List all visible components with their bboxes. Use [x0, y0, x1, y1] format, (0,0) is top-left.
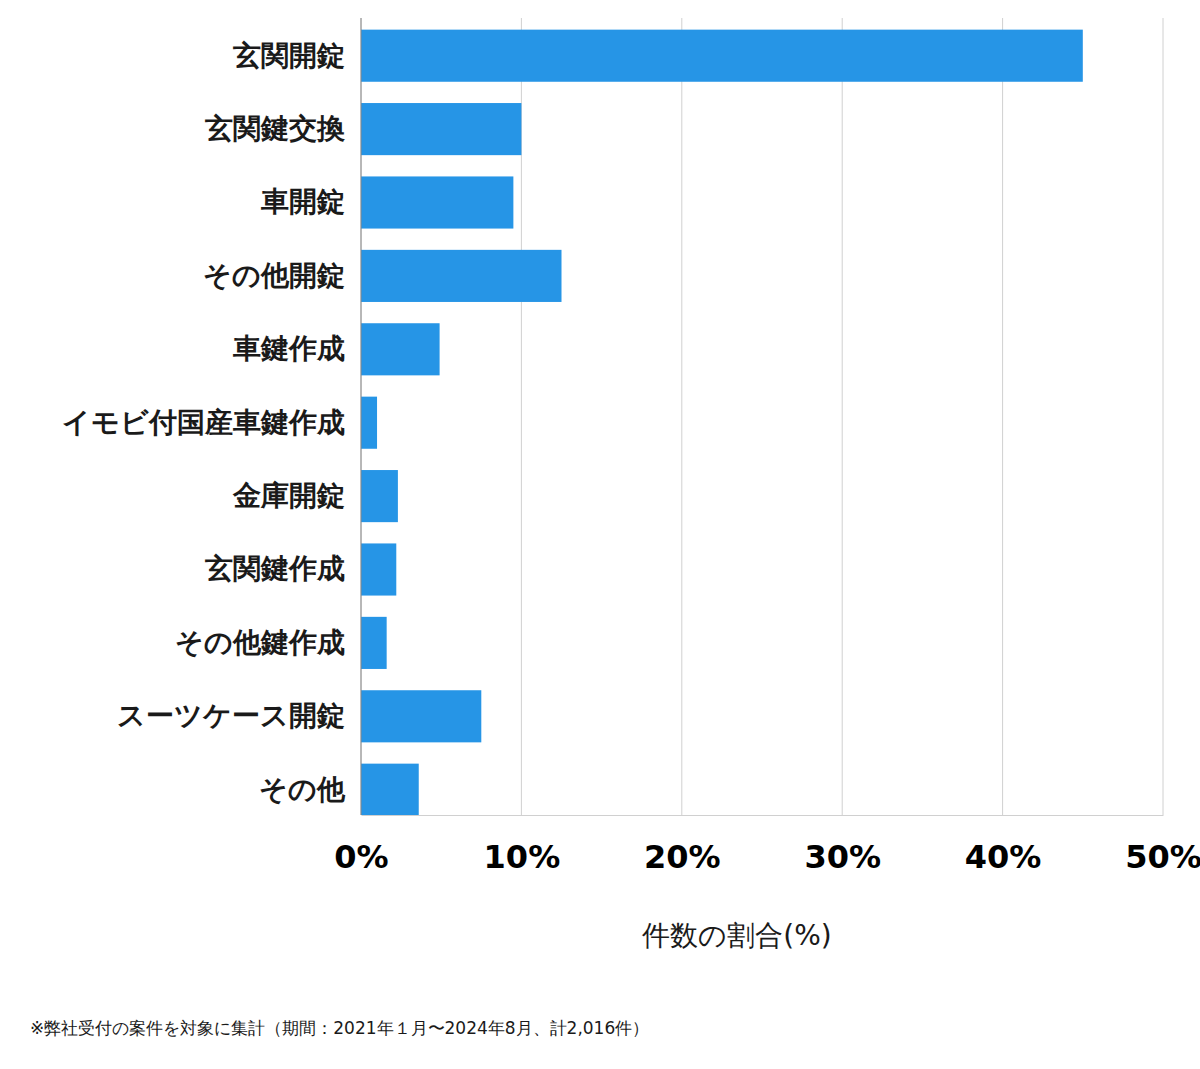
x-tick-label: 40%: [965, 838, 1042, 876]
y-tick-label: その他開錠: [203, 259, 345, 292]
y-tick: その他: [259, 773, 361, 806]
grid-line: [842, 18, 843, 815]
x-tick-label: 10%: [484, 838, 561, 876]
bar: [361, 323, 440, 375]
bar: [361, 470, 398, 522]
x-tick-label: 30%: [804, 838, 881, 876]
y-tick-label: 金庫開錠: [232, 479, 345, 512]
y-tick: 玄関開錠: [232, 39, 361, 72]
x-tick: 50%: [1125, 815, 1200, 876]
x-tick-label: 20%: [644, 838, 721, 876]
grid-line: [681, 18, 682, 815]
x-tick: 40%: [965, 815, 1042, 876]
bar: [361, 690, 481, 742]
grid-line: [1002, 18, 1003, 815]
y-tick: 玄関鍵作成: [204, 552, 361, 585]
y-tick: その他鍵作成: [175, 626, 361, 659]
y-axis: 玄関開錠玄関鍵交換車開錠その他開錠車鍵作成イモビ付国産車鍵作成金庫開錠玄関鍵作成…: [62, 18, 361, 815]
y-tick-label: 玄関開錠: [232, 39, 345, 72]
x-tick-label: 50%: [1125, 838, 1200, 876]
x-tick: 0%: [334, 815, 388, 876]
y-tick-label: 玄関鍵交換: [204, 112, 345, 145]
bar: [361, 764, 419, 815]
y-tick: 金庫開錠: [232, 479, 361, 512]
x-tick: 10%: [484, 815, 561, 876]
bar: [361, 543, 396, 595]
x-tick: 20%: [644, 815, 721, 876]
bar: [361, 103, 521, 155]
chart: 0% 10% 20% 30% 40% 50% 玄関開錠玄関鍵交換車開錠その他開錠車鍵作成イモ…: [0, 0, 1200, 1069]
y-tick-label: その他: [259, 773, 346, 806]
bar: [361, 397, 377, 449]
x-tick: 30%: [804, 815, 881, 876]
grid-line: [1163, 18, 1164, 815]
bar: [361, 250, 562, 302]
grid: [361, 18, 1163, 815]
y-axis-line: [361, 18, 362, 815]
y-tick: イモビ付国産車鍵作成: [62, 406, 361, 439]
y-tick: スーツケース開錠: [117, 699, 361, 732]
y-tick: その他開錠: [203, 259, 361, 292]
y-tick-label: 車開錠: [260, 185, 345, 218]
y-tick-label: イモビ付国産車鍵作成: [62, 406, 345, 439]
bars: [361, 30, 1083, 815]
x-axis: 0% 10% 20% 30% 40% 50%: [334, 815, 1200, 876]
bar: [361, 176, 513, 228]
y-tick: 車鍵作成: [232, 332, 361, 365]
grid-line: [361, 18, 362, 815]
y-tick-label: 車鍵作成: [232, 332, 345, 365]
x-tick-label: 0%: [334, 838, 388, 876]
x-axis-title: 件数の割合(%): [642, 919, 831, 952]
bar: [361, 617, 387, 669]
x-axis-line: [362, 815, 1164, 816]
y-tick-label: 玄関鍵作成: [204, 552, 345, 585]
y-tick-label: スーツケース開錠: [117, 699, 345, 732]
y-tick: 玄関鍵交換: [204, 112, 361, 145]
annotation: ※弊社受付の案件を対象に集計（期間：2021年１月〜2024年8月、計2,016…: [30, 1018, 649, 1038]
y-tick: 車開錠: [260, 185, 361, 218]
y-tick-label: その他鍵作成: [175, 626, 345, 659]
bar: [361, 30, 1083, 82]
